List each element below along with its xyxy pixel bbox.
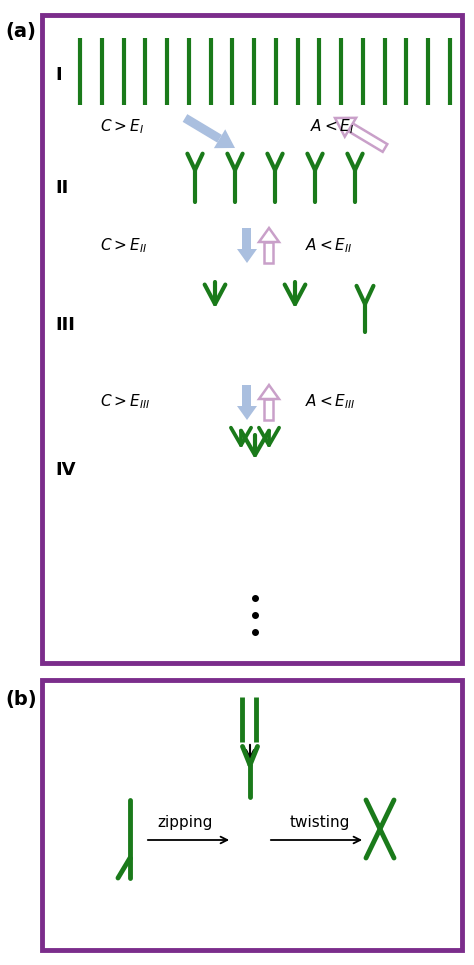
Polygon shape	[264, 242, 273, 263]
Bar	[42, 680, 462, 950]
Polygon shape	[264, 399, 273, 420]
Polygon shape	[259, 385, 279, 399]
Polygon shape	[335, 118, 356, 137]
Polygon shape	[243, 228, 252, 249]
Text: II: II	[55, 179, 68, 197]
Text: $C>E_{II}$: $C>E_{II}$	[100, 236, 147, 256]
Text: twisting: twisting	[290, 814, 350, 830]
Text: $C>E_{III}$: $C>E_{III}$	[100, 393, 150, 411]
Text: $A<E_{II}$: $A<E_{II}$	[305, 236, 353, 256]
Polygon shape	[214, 129, 235, 149]
Polygon shape	[237, 249, 257, 263]
Text: zipping: zipping	[157, 814, 213, 830]
Text: (b): (b)	[5, 690, 36, 709]
Text: $A<E_I$: $A<E_I$	[310, 118, 355, 136]
Polygon shape	[182, 114, 222, 143]
Text: IV: IV	[55, 461, 75, 479]
Text: (a): (a)	[5, 22, 36, 41]
Polygon shape	[237, 406, 257, 420]
Polygon shape	[243, 385, 252, 406]
Text: I: I	[55, 66, 62, 84]
Bar	[42, 15, 462, 663]
Text: $A<E_{III}$: $A<E_{III}$	[305, 393, 356, 411]
Text: III: III	[55, 316, 75, 334]
Polygon shape	[348, 124, 387, 152]
Polygon shape	[259, 228, 279, 242]
Text: $C>E_I$: $C>E_I$	[100, 118, 144, 136]
